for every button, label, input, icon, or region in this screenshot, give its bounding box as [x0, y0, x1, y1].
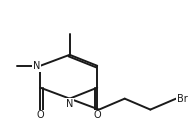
- Text: N: N: [33, 61, 40, 71]
- Text: N: N: [66, 99, 73, 109]
- Text: Br: Br: [177, 94, 188, 104]
- Text: O: O: [36, 110, 44, 120]
- Text: O: O: [93, 110, 101, 120]
